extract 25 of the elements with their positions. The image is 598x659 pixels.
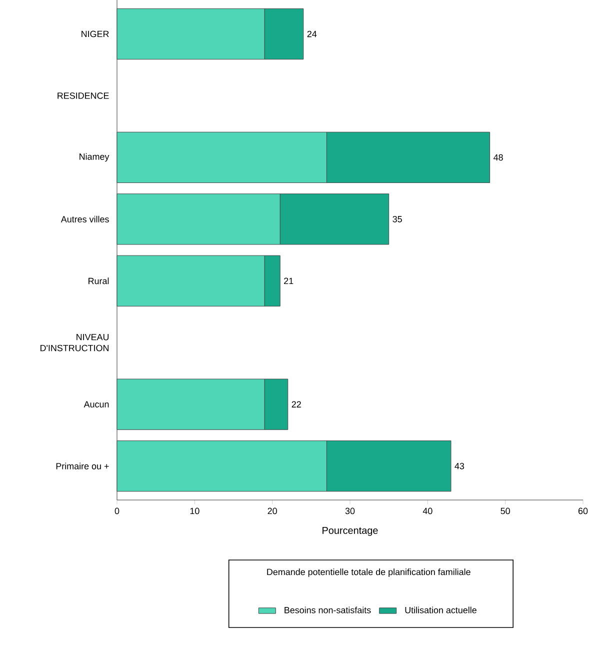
total-label: 21 xyxy=(284,278,294,284)
y-tick-label: NIVEAU D'INSTRUCTION xyxy=(40,334,109,352)
legend-label: Utilisation actuelle xyxy=(405,606,476,614)
total-label: 22 xyxy=(292,401,301,408)
x-tick-label: 30 xyxy=(345,508,355,514)
total-label: 43 xyxy=(454,462,464,470)
legend-label: Besoins non-satisfaits xyxy=(284,606,371,614)
x-tick-label: 40 xyxy=(422,508,432,514)
x-tick-label: 20 xyxy=(268,508,277,514)
y-tick-label: Autres villes xyxy=(60,216,109,222)
total-label: 35 xyxy=(392,216,402,222)
total-label: 48 xyxy=(494,154,503,161)
x-tick-label: 10 xyxy=(190,508,200,514)
x-tick-label: 0 xyxy=(114,508,120,514)
x-axis-title: Pourcentage xyxy=(322,526,378,536)
x-tick-label: 50 xyxy=(500,508,510,514)
legend-title: Demande potentielle totale de planification familiale xyxy=(267,568,470,577)
total-label: 24 xyxy=(307,30,317,38)
y-tick-label: RESIDENCE xyxy=(58,92,109,99)
y-tick-label: Aucun xyxy=(84,401,109,408)
y-tick-label: Niamey xyxy=(80,153,110,162)
y-tick-label: Primaire ou + xyxy=(56,462,109,470)
y-tick-label: NIGER xyxy=(82,30,109,38)
y-tick-label: Rural xyxy=(88,278,109,284)
x-tick-label: 60 xyxy=(578,508,588,514)
